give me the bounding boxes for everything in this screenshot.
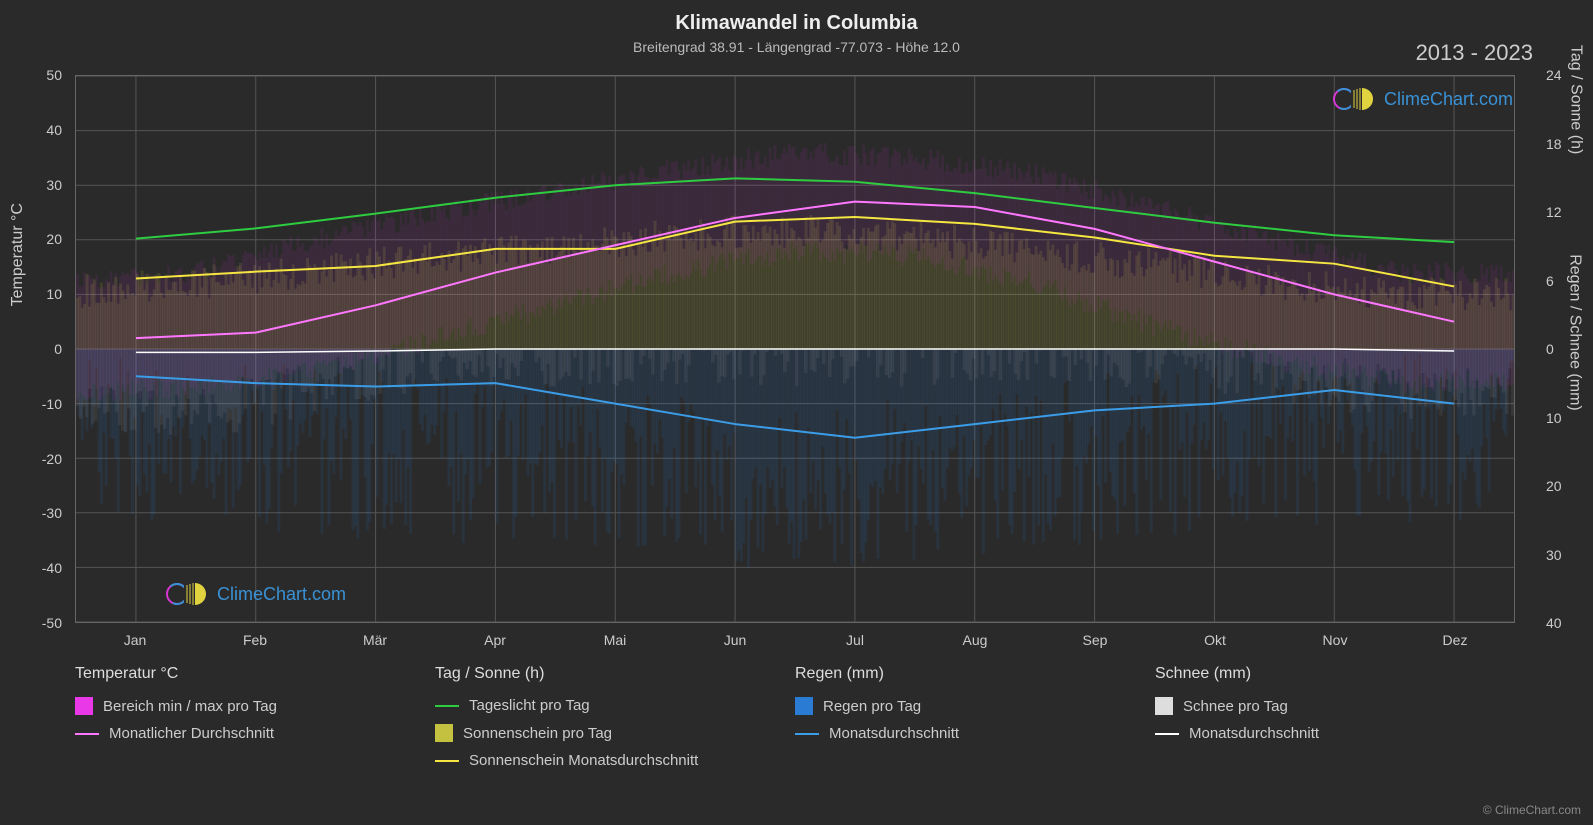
watermark: ClimeChart.com xyxy=(1332,85,1513,113)
y-axis-right: 0612182410203040 xyxy=(1538,75,1593,623)
legend-line-icon xyxy=(435,760,459,762)
y-tick-left: -40 xyxy=(42,560,62,576)
legend-label: Monatsdurchschnitt xyxy=(829,725,959,742)
legend-header: Tag / Sonne (h) xyxy=(435,665,775,683)
y-tick-right-hour: 0 xyxy=(1546,341,1554,357)
x-tick-month: Feb xyxy=(243,632,267,648)
x-tick-month: Jan xyxy=(124,632,147,648)
legend-item: Monatsdurchschnitt xyxy=(1155,725,1495,742)
legend-column: Regen (mm) Regen pro Tag Monatsdurchschnit… xyxy=(795,665,1155,779)
legend-item: Sonnenschein Monatsdurchschnitt xyxy=(435,752,775,769)
x-tick-month: Dez xyxy=(1443,632,1468,648)
x-tick-month: Mai xyxy=(604,632,627,648)
legend-label: Monatlicher Durchschnitt xyxy=(109,725,274,742)
y-axis-left: -50-40-30-20-1001020304050 xyxy=(0,75,70,623)
year-range: 2013 - 2023 xyxy=(1416,40,1533,66)
y-tick-right-mm: 20 xyxy=(1546,478,1562,494)
y-tick-left: -10 xyxy=(42,396,62,412)
x-tick-month: Okt xyxy=(1204,632,1226,648)
legend-label: Bereich min / max pro Tag xyxy=(103,698,277,715)
chart-subtitle: Breitengrad 38.91 - Längengrad -77.073 -… xyxy=(0,35,1593,55)
y-tick-right-hour: 12 xyxy=(1546,204,1562,220)
y-tick-right-mm: 30 xyxy=(1546,547,1562,563)
y-tick-right-mm: 40 xyxy=(1546,615,1562,631)
x-tick-month: Sep xyxy=(1083,632,1108,648)
y-tick-left: 20 xyxy=(46,231,62,247)
plot-area xyxy=(75,75,1515,623)
x-tick-month: Jul xyxy=(846,632,864,648)
y-tick-right-mm: 10 xyxy=(1546,410,1562,426)
watermark-text: ClimeChart.com xyxy=(1384,89,1513,110)
legend-column: Schnee (mm) Schnee pro Tag Monatsdurchschn… xyxy=(1155,665,1515,779)
legend-item: Regen pro Tag xyxy=(795,697,1135,715)
legend-item: Bereich min / max pro Tag xyxy=(75,697,415,715)
watermark-logo-icon xyxy=(165,580,209,608)
legend-item: Tageslicht pro Tag xyxy=(435,697,775,714)
legend-label: Sonnenschein pro Tag xyxy=(463,725,612,742)
legend-line-icon xyxy=(1155,733,1179,735)
legend-swatch-icon xyxy=(435,724,453,742)
copyright: © ClimeChart.com xyxy=(1483,803,1581,817)
y-tick-left: -30 xyxy=(42,505,62,521)
legend-line-icon xyxy=(795,733,819,735)
y-tick-left: -50 xyxy=(42,615,62,631)
y-tick-left: 30 xyxy=(46,177,62,193)
x-axis: Jan Feb Mär Apr Mai Jun Jul Aug Sep Okt Nov Dez xyxy=(75,628,1515,658)
y-tick-left: 40 xyxy=(46,122,62,138)
chart-title: Klimawandel in Columbia xyxy=(0,0,1593,35)
legend-line-icon xyxy=(435,705,459,707)
x-tick-month: Nov xyxy=(1323,632,1348,648)
y-tick-left: 10 xyxy=(46,286,62,302)
y-tick-right-hour: 24 xyxy=(1546,67,1562,83)
x-tick-month: Mär xyxy=(363,632,387,648)
watermark-text: ClimeChart.com xyxy=(217,584,346,605)
legend: Temperatur °C Bereich min / max pro Tag Mo… xyxy=(75,665,1515,779)
legend-header: Schnee (mm) xyxy=(1155,665,1495,683)
legend-label: Regen pro Tag xyxy=(823,698,921,715)
y-tick-left: 50 xyxy=(46,67,62,83)
legend-column: Tag / Sonne (h) Tageslicht pro Tag Sonnens… xyxy=(435,665,795,779)
x-tick-month: Aug xyxy=(963,632,988,648)
legend-item: Monatlicher Durchschnitt xyxy=(75,725,415,742)
y-tick-right-hour: 18 xyxy=(1546,136,1562,152)
legend-swatch-icon xyxy=(795,697,813,715)
legend-swatch-icon xyxy=(1155,697,1173,715)
legend-swatch-icon xyxy=(75,697,93,715)
x-tick-month: Jun xyxy=(724,632,747,648)
legend-item: Schnee pro Tag xyxy=(1155,697,1495,715)
watermark-logo-icon xyxy=(1332,85,1376,113)
x-tick-month: Apr xyxy=(484,632,506,648)
legend-item: Sonnenschein pro Tag xyxy=(435,724,775,742)
legend-header: Temperatur °C xyxy=(75,665,415,683)
watermark: ClimeChart.com xyxy=(165,580,346,608)
legend-line-icon xyxy=(75,733,99,735)
legend-item: Monatsdurchschnitt xyxy=(795,725,1135,742)
y-tick-right-hour: 6 xyxy=(1546,273,1554,289)
legend-header: Regen (mm) xyxy=(795,665,1135,683)
chart-canvas xyxy=(76,76,1514,622)
y-tick-left: 0 xyxy=(54,341,62,357)
climate-chart: Klimawandel in Columbia Breitengrad 38.9… xyxy=(0,0,1593,825)
legend-label: Tageslicht pro Tag xyxy=(469,697,590,714)
legend-label: Schnee pro Tag xyxy=(1183,698,1288,715)
legend-label: Monatsdurchschnitt xyxy=(1189,725,1319,742)
legend-label: Sonnenschein Monatsdurchschnitt xyxy=(469,752,698,769)
y-tick-left: -20 xyxy=(42,451,62,467)
legend-column: Temperatur °C Bereich min / max pro Tag Mo… xyxy=(75,665,435,779)
